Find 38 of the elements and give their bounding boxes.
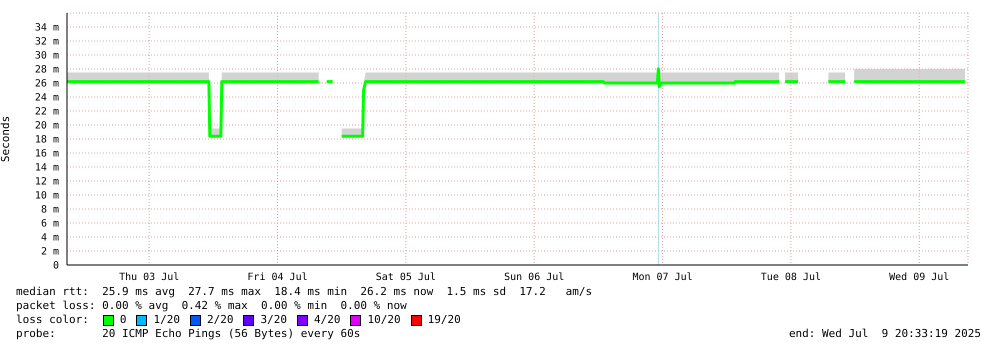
y-tick-label: 32 m <box>34 36 59 48</box>
y-tick-label: 30 m <box>34 50 59 62</box>
x-tick-label: Sat 05 Jul <box>376 272 436 284</box>
x-tick-label: Tue 08 Jul <box>760 272 822 284</box>
y-tick-label: 34 m <box>34 22 59 34</box>
y-tick-label: 22 m <box>34 106 59 118</box>
legend-title: loss color: <box>16 313 89 327</box>
y-tick-label: 26 m <box>34 78 59 90</box>
text: probe: 20 ICMP Echo Pings (56 Bytes) every 60s <box>16 327 360 341</box>
y-tick-label: 0 <box>52 260 59 272</box>
text: end: Wed Jul 9 20:33:19 2025 <box>788 327 981 341</box>
x-tick-label: Sun 06 Jul <box>504 272 564 284</box>
x-tick-label: Fri 04 Jul <box>247 272 308 284</box>
y-tick-label: 24 m <box>34 92 59 104</box>
y-tick-label: 2 m <box>40 246 59 258</box>
y-tick-label: 10 m <box>34 190 59 202</box>
y-tick-label: 28 m <box>34 64 59 76</box>
y-tick-label: 18 m <box>34 134 59 146</box>
legend-label: 1/20 <box>153 313 180 327</box>
x-tick-label: Mon 07 Jul <box>632 272 693 284</box>
y-tick-label: 20 m <box>34 120 59 132</box>
y-tick-label: 14 m <box>34 162 59 174</box>
legend-label: 2/20 <box>206 313 234 327</box>
x-tick-label: Wed 09 Jul <box>889 272 950 284</box>
legend-label: 4/20 <box>314 313 340 327</box>
y-tick-label: 16 m <box>34 148 59 160</box>
y-tick-label: 8 m <box>40 204 59 216</box>
x-tick-label: Thu 03 Jul <box>119 272 180 284</box>
y-tick-label: 4 m <box>40 232 59 244</box>
y-axis-title: Seconds <box>0 116 12 162</box>
y-tick-label: 6 m <box>40 218 59 230</box>
legend-label: 3/20 <box>260 313 287 327</box>
text: packet loss: 0.00 % avg 0.42 % max 0.00 % min 0.00 % now <box>16 299 408 313</box>
legend-label: 10/20 <box>367 313 401 327</box>
legend-label: 19/20 <box>428 313 461 327</box>
legend-label: 0 <box>120 313 126 327</box>
y-tick-label: 12 m <box>34 176 59 188</box>
text: median rtt: 25.9 ms avg 27.7 ms max 18.4 ms min 26.2 ms now 1.5 ms sd 17.2 am/s <box>16 285 594 299</box>
